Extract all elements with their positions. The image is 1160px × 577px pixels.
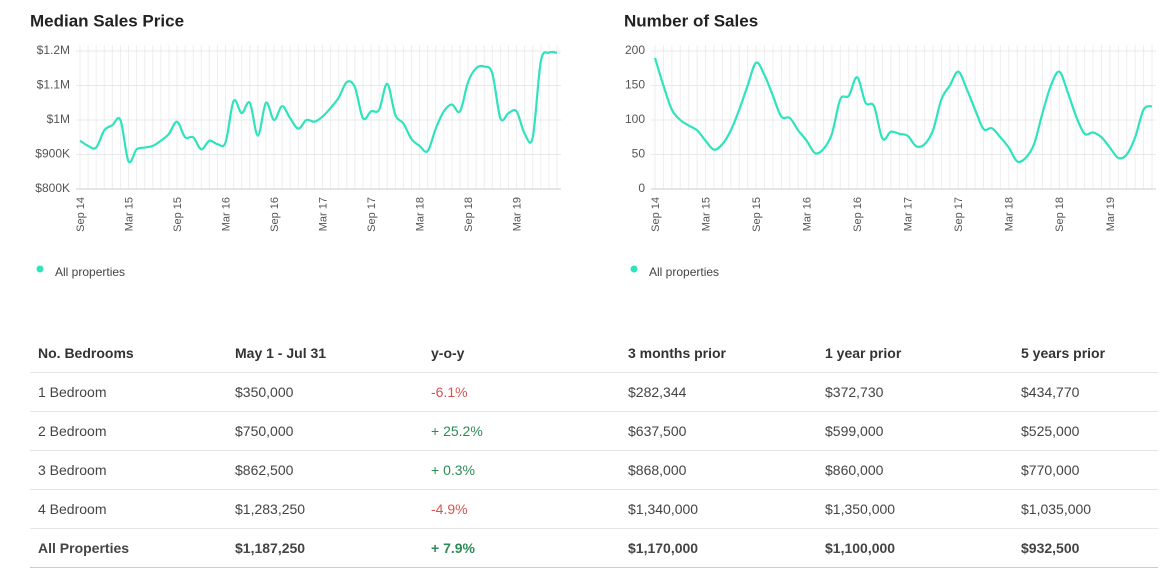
table-cell: All Properties <box>30 528 227 568</box>
table-cell: $1,340,000 <box>620 489 817 529</box>
table-cell: $868,000 <box>620 450 817 490</box>
y-tick-label: $1.1M <box>37 78 70 92</box>
table-cell: 1 year prior <box>817 334 1013 373</box>
x-tick-label: Mar 16 <box>802 197 814 231</box>
x-tick-label: Sep 14 <box>650 197 662 232</box>
chart-title: Number of Sales <box>624 11 758 30</box>
table-cell: 4 Bedroom <box>30 489 227 529</box>
table-cell: $750,000 <box>227 411 423 451</box>
sales-table: No. Bedrooms May 1 - Jul 31 y-o-y 3 months … <box>30 334 1158 568</box>
x-tick-label: Mar 19 <box>511 197 523 231</box>
x-tick-label: Sep 16 <box>852 197 864 232</box>
table-cell: + 7.9% <box>423 528 620 568</box>
table-cell: $862,500 <box>227 450 423 490</box>
table-cell: $1,350,000 <box>817 489 1013 529</box>
series-line <box>79 50 558 164</box>
y-tick-label: 0 <box>638 181 645 195</box>
x-tick-label: Sep 17 <box>366 197 378 232</box>
x-tick-label: Mar 15 <box>123 197 135 231</box>
legend-marker <box>36 265 44 273</box>
y-tick-label: $1M <box>47 112 70 126</box>
table-row: 4 Bedroom $1,283,250 -4.9% $1,340,000 $1,350… <box>30 489 1158 529</box>
legend-marker <box>630 265 638 273</box>
table-cell: $1,170,000 <box>620 528 817 568</box>
table-cell: $525,000 <box>1013 411 1158 451</box>
table-cell: -6.1% <box>423 372 620 412</box>
table-cell: $350,000 <box>227 372 423 412</box>
x-tick-label: Mar 18 <box>414 197 426 231</box>
table-cell: 1 Bedroom <box>30 372 227 412</box>
y-tick-label: 50 <box>632 147 646 161</box>
x-tick-label: Sep 15 <box>751 197 763 232</box>
x-tick-label: Mar 19 <box>1105 197 1117 231</box>
table-cell: $282,344 <box>620 372 817 412</box>
table-cell: $860,000 <box>817 450 1013 490</box>
table-cell: $599,000 <box>817 411 1013 451</box>
y-tick-label: $900K <box>35 147 70 161</box>
x-tick-label: Sep 15 <box>172 197 184 232</box>
table-cell: $372,730 <box>817 372 1013 412</box>
x-tick-label: Sep 18 <box>1054 197 1066 232</box>
table-cell: 3 Bedroom <box>30 450 227 490</box>
table-cell: 5 years prior <box>1013 334 1158 373</box>
table-cell: + 0.3% <box>423 450 620 490</box>
table-cell: No. Bedrooms <box>30 334 227 373</box>
x-tick-label: Sep 16 <box>269 197 281 232</box>
table-row: No. Bedrooms May 1 - Jul 31 y-o-y 3 months … <box>30 334 1158 373</box>
x-tick-label: Mar 17 <box>317 197 329 231</box>
y-tick-label: 100 <box>625 112 645 126</box>
y-tick-label: 150 <box>625 78 645 92</box>
charts: Median Sales Price Sep 14 Mar 15 Sep 15 Mar … <box>30 11 1156 279</box>
y-tick-label: $1.2M <box>37 43 70 57</box>
series-line <box>653 57 1153 164</box>
x-tick-label: Mar 16 <box>220 197 232 231</box>
table-cell: 3 months prior <box>620 334 817 373</box>
chart-title: Median Sales Price <box>30 11 184 30</box>
x-tick-label: Mar 15 <box>700 197 712 231</box>
table-cell: $770,000 <box>1013 450 1158 490</box>
table-cell: $1,283,250 <box>227 489 423 529</box>
table-cell: $1,100,000 <box>817 528 1013 568</box>
x-tick-label: Sep 14 <box>75 197 87 232</box>
table-row: 1 Bedroom $350,000 -6.1% $282,344 $372,730 $4… <box>30 372 1158 412</box>
y-tick-label: 200 <box>625 43 645 57</box>
table-row: 2 Bedroom $750,000 + 25.2% $637,500 $599,000… <box>30 411 1158 451</box>
table-cell: -4.9% <box>423 489 620 529</box>
legend-label: All properties <box>55 265 125 279</box>
table-cell: $932,500 <box>1013 528 1158 568</box>
table-cell: $1,035,000 <box>1013 489 1158 529</box>
table-cell: $1,187,250 <box>227 528 423 568</box>
table-row: All Properties $1,187,250 + 7.9% $1,170,000… <box>30 528 1158 568</box>
table-cell: $637,500 <box>620 411 817 451</box>
table-cell: 2 Bedroom <box>30 411 227 451</box>
x-tick-label: Sep 17 <box>953 197 965 232</box>
x-tick-label: Sep 18 <box>463 197 475 232</box>
table-cell: May 1 - Jul 31 <box>227 334 423 373</box>
table-cell: $434,770 <box>1013 372 1158 412</box>
x-tick-label: Mar 17 <box>903 197 915 231</box>
legend-label: All properties <box>649 265 719 279</box>
table-cell: y-o-y <box>423 334 620 373</box>
table-row: 3 Bedroom $862,500 + 0.3% $868,000 $860,000 $… <box>30 450 1158 490</box>
table-cell: + 25.2% <box>423 411 620 451</box>
y-tick-label: $800K <box>35 181 70 195</box>
x-tick-label: Mar 18 <box>1004 197 1016 231</box>
